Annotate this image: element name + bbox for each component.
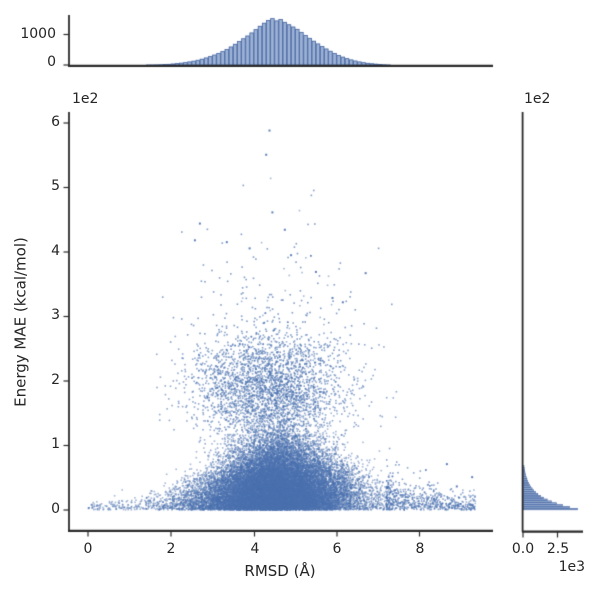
x-axis-label: RMSD (Å)	[244, 562, 316, 580]
right-marginal-xtick-label: 0.0	[511, 541, 535, 557]
main-ytick-label: 4	[51, 243, 60, 259]
y-axis-label: Energy MAE (kcal/mol)	[11, 237, 30, 407]
main-ytick-label: 2	[51, 372, 60, 388]
main-ytick-label: 0	[51, 501, 60, 517]
main-xtick-label: 8	[415, 541, 425, 557]
top-marginal-ytick-label: 0	[47, 54, 56, 70]
main-ytick-label: 6	[51, 114, 60, 130]
right-marginal-xtick-label: 2.5	[546, 541, 570, 557]
right-marginal-x-offset-text: 1e3	[558, 559, 585, 575]
main-ytick-label: 3	[51, 307, 60, 323]
main-xtick-label: 6	[332, 541, 342, 557]
main-xtick-label: 2	[166, 541, 176, 557]
main-ytick-label: 5	[51, 178, 60, 194]
main-ytick-label: 1	[51, 436, 60, 452]
top-marginal-ytick-label: 1000	[20, 26, 56, 42]
main-xtick-label: 4	[250, 541, 260, 557]
main-xtick-label: 0	[83, 541, 93, 557]
right-marginal-y-offset-text: 1e2	[524, 91, 551, 107]
main-y-offset-text: 1e2	[72, 91, 99, 107]
